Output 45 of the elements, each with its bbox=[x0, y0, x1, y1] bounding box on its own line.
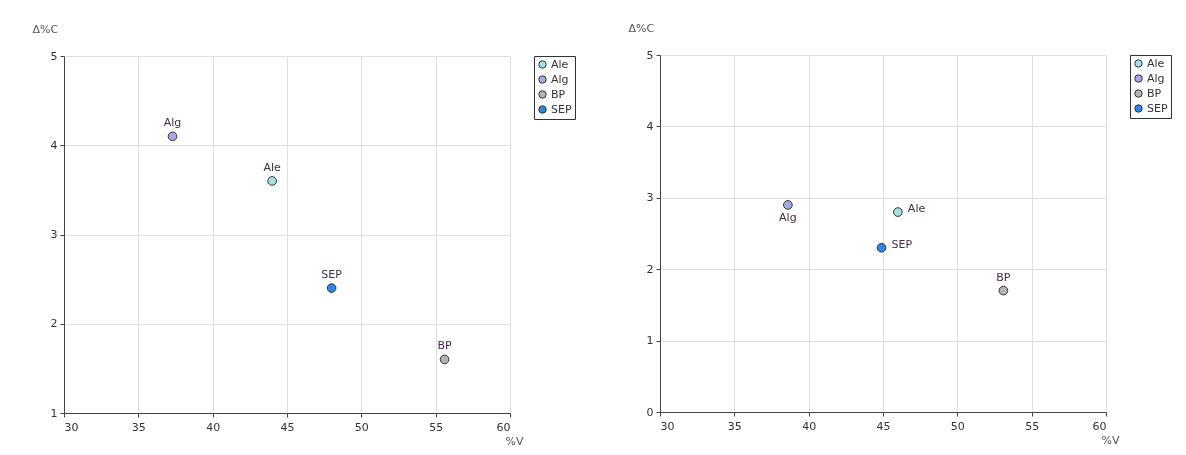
y-tick-label: 2 bbox=[646, 262, 654, 276]
y-axis-title: Δ%C bbox=[32, 22, 59, 36]
legend-label: Alg bbox=[1147, 71, 1165, 85]
text: SEP bbox=[891, 237, 913, 251]
y-tick-label: 4 bbox=[646, 119, 654, 133]
x-tick-label: 60 bbox=[496, 420, 511, 434]
x-axis-title: %V bbox=[505, 434, 524, 448]
x-tick-label: 50 bbox=[354, 420, 369, 434]
legend-label: Ale bbox=[1147, 56, 1165, 70]
x-tick-label: 35 bbox=[727, 419, 742, 433]
x-tick-label: 30 bbox=[64, 420, 79, 434]
text: SEP bbox=[321, 268, 342, 282]
x-tick-label: 60 bbox=[1092, 419, 1107, 433]
legend-label: Alg bbox=[551, 72, 569, 86]
y-tick-label: 5 bbox=[50, 49, 58, 63]
y-tick-label: 1 bbox=[50, 406, 58, 420]
x-tick-label: 40 bbox=[802, 419, 817, 433]
x-tick-label: 45 bbox=[876, 419, 891, 433]
text: Alg bbox=[163, 116, 182, 130]
y-tick-label: 0 bbox=[646, 405, 654, 419]
x-tick-label: 55 bbox=[429, 420, 444, 434]
x-tick-label: 50 bbox=[950, 419, 965, 433]
legend-label: SEP bbox=[551, 102, 572, 116]
text: Ale bbox=[263, 160, 281, 174]
y-tick-label: 4 bbox=[50, 138, 58, 152]
x-axis-title: %V bbox=[1101, 433, 1120, 447]
x-tick-label: 35 bbox=[131, 420, 146, 434]
legend-label: Ale bbox=[551, 57, 569, 71]
text: Alg bbox=[779, 210, 797, 224]
y-tick-label: 1 bbox=[646, 334, 654, 348]
y-tick-label: 5 bbox=[646, 48, 654, 62]
x-tick-label: 30 bbox=[660, 419, 675, 433]
text: BP bbox=[996, 270, 1011, 284]
text: BP bbox=[437, 339, 452, 353]
legend-label: BP bbox=[1147, 86, 1162, 100]
text: Ale bbox=[907, 202, 926, 216]
y-tick-label: 2 bbox=[50, 317, 58, 331]
y-axis-title: Δ%C bbox=[628, 21, 655, 35]
y-tick-label: 3 bbox=[50, 228, 58, 241]
legend-label: BP bbox=[551, 87, 566, 101]
legend-label: SEP bbox=[1147, 101, 1168, 115]
x-tick-label: 45 bbox=[280, 420, 295, 434]
y-tick-label: 3 bbox=[646, 191, 654, 205]
x-tick-label: 55 bbox=[1025, 419, 1040, 433]
x-tick-label: 40 bbox=[206, 420, 221, 434]
